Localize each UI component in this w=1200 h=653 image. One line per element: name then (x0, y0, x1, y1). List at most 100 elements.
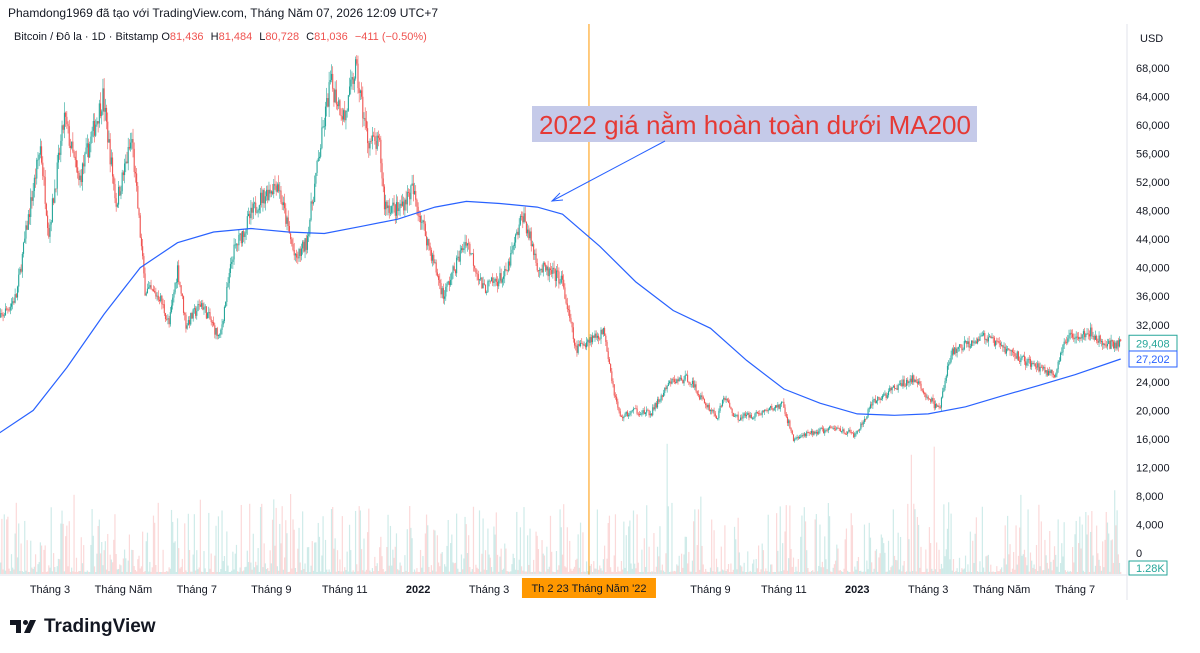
candle-body (219, 334, 221, 336)
volume-bar (897, 532, 899, 574)
candle-body (1003, 346, 1005, 348)
volume-bar (152, 515, 155, 574)
volume-bar (893, 555, 896, 574)
volume-bar (63, 571, 66, 574)
volume-bar (590, 564, 592, 574)
volume-bar (1058, 571, 1060, 574)
volume-bar (810, 570, 813, 574)
candle-body (8, 309, 10, 311)
volume-bar (623, 521, 625, 574)
candle-body (119, 186, 121, 196)
volume-bar (952, 559, 955, 574)
volume-bar (668, 571, 671, 574)
volume-bar (489, 557, 491, 574)
volume-bar (353, 571, 355, 574)
candle-body (303, 241, 305, 252)
volume-bar (739, 565, 742, 574)
volume-bar (828, 516, 831, 574)
volume-bar (756, 568, 758, 574)
volume-bar (765, 568, 767, 574)
volume-bar (861, 571, 863, 574)
candle-body (381, 163, 383, 179)
candle-body (263, 190, 265, 204)
candle-body (146, 288, 148, 294)
volume-bar (772, 572, 774, 574)
volume-bar (321, 555, 323, 574)
volume-bar (531, 571, 534, 574)
candle-body (180, 285, 182, 294)
volume-bar (807, 568, 809, 574)
candle-body (748, 412, 750, 418)
volume-bar (493, 526, 495, 574)
candle-body (1002, 345, 1004, 348)
candle-body (706, 405, 708, 408)
volume-bar (280, 543, 282, 574)
time-axis: Tháng 3 Tháng Năm Tháng 7 Tháng 9 Tháng 11 20… (0, 574, 1127, 598)
candle-body (435, 262, 437, 273)
volume-bar (96, 553, 98, 574)
volume-bar (643, 538, 645, 574)
volume-bar (140, 566, 143, 574)
volume-bar (210, 553, 212, 574)
candle-body (884, 393, 886, 395)
candle-body (970, 340, 973, 347)
candle-body (245, 229, 247, 234)
volume-bar (458, 571, 460, 574)
volume-bar (629, 520, 631, 574)
volume-bar (770, 564, 772, 574)
volume-bar (733, 526, 736, 574)
volume-bar (607, 523, 609, 574)
candle-body (656, 399, 659, 408)
candle-body (684, 374, 686, 380)
candle-body (1114, 342, 1116, 349)
price-axis-tick-label: 20,000 (1136, 405, 1170, 417)
volume-bar (637, 562, 639, 574)
volume-bar (40, 545, 43, 574)
candle-body (377, 135, 379, 138)
volume-bar (1045, 555, 1047, 574)
candle-body (712, 410, 714, 412)
candle-body (344, 110, 346, 121)
candle-body (938, 405, 940, 408)
volume-bar (985, 556, 987, 574)
candle-body (1115, 342, 1117, 349)
candle-body (419, 215, 422, 223)
candle-body (546, 266, 548, 271)
volume-bar (81, 563, 84, 574)
candle-body (1055, 374, 1057, 378)
volume-bar (1090, 531, 1092, 574)
candle-body (274, 183, 276, 186)
volume-bar (1103, 567, 1105, 574)
candle-body (504, 269, 506, 277)
volume-bar (806, 550, 808, 574)
volume-bar (1094, 565, 1097, 574)
candle-body (967, 341, 969, 344)
volume-bar (582, 532, 584, 574)
volume-bar (2, 569, 4, 574)
candle-body (434, 262, 436, 264)
volume-bar (297, 548, 299, 574)
volume-bar (814, 519, 816, 574)
candle-body (394, 204, 396, 216)
volume-bar (874, 550, 876, 574)
volume-bar (1056, 566, 1058, 574)
candle-body (908, 381, 910, 384)
candle-body (37, 159, 39, 161)
volume-bar (1005, 564, 1008, 574)
volume-bar (626, 571, 629, 574)
volume-bar (761, 543, 763, 574)
candle-body (881, 395, 884, 399)
volume-bar (847, 570, 849, 574)
candle-body (305, 238, 307, 250)
candle-body (457, 256, 459, 258)
volume-bar (158, 571, 161, 574)
volume-bar (945, 549, 947, 574)
volume-bar (1015, 525, 1017, 574)
volume-bar (618, 571, 620, 574)
candle-body (1052, 373, 1054, 375)
volume-bar (412, 571, 414, 574)
candle-body (752, 417, 754, 419)
tradingview-logo[interactable]: TradingView (10, 616, 156, 638)
candle-body (599, 338, 601, 340)
